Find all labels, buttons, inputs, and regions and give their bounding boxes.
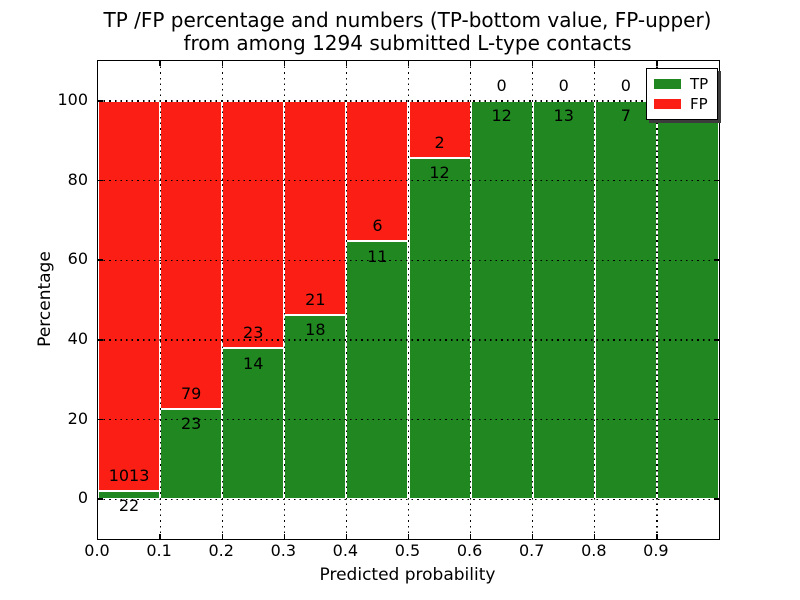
bar-segment-tp (284, 315, 347, 500)
bar-label-tp: 12 (429, 162, 450, 182)
tick-mark (221, 534, 223, 539)
legend-item-tp: TP (654, 74, 708, 94)
tick-mark (98, 498, 103, 500)
x-tick-label: 0.0 (84, 541, 110, 560)
tick-mark (469, 61, 472, 66)
y-tick-label: 0 (77, 488, 88, 508)
x-tick-label: 0.3 (270, 541, 297, 560)
tick-mark (594, 534, 596, 539)
tick-mark (714, 259, 719, 261)
tick-mark (407, 534, 410, 539)
x-axis-label: Predicted probability (319, 565, 496, 585)
tick-mark (98, 418, 103, 421)
gridline-v (532, 61, 534, 539)
bar-label-fp: 23 (243, 323, 264, 343)
legend-label-tp: TP (690, 74, 709, 93)
bar-label-fp: 79 (180, 384, 202, 404)
tick-mark (656, 534, 658, 539)
gridline-v (283, 61, 285, 539)
gridline-v (345, 61, 348, 539)
gridline-v (594, 61, 596, 539)
bar-label-tp: 22 (118, 495, 140, 515)
bar-label-fp: 0 (620, 75, 631, 95)
y-tick-label: 20 (67, 408, 88, 428)
gridline-v (159, 61, 161, 539)
legend-swatch-tp-icon (654, 79, 681, 89)
bar-segment-tp (594, 100, 657, 500)
tick-mark (407, 61, 410, 66)
tick-mark (532, 534, 534, 539)
tick-mark (283, 534, 285, 539)
bar-segment-tp (408, 157, 471, 500)
bar-label-fp: 1013 (108, 465, 150, 485)
chart-title-line1: TP /FP percentage and numbers (TP-bottom… (103, 8, 712, 32)
bar-segment-tp (532, 100, 595, 500)
plot-area: TP FP 2210132379142318211161221201307018… (97, 60, 720, 540)
bar-label-fp: 0 (496, 75, 507, 95)
x-tick-label: 0.2 (208, 541, 234, 560)
bar-label-tp: 11 (367, 246, 388, 266)
tick-mark (345, 534, 348, 539)
bar-segment-tp (346, 241, 409, 500)
gridline-v (407, 61, 410, 539)
x-tick-label: 0.4 (332, 541, 359, 560)
tick-mark (345, 61, 348, 66)
tick-mark (532, 61, 534, 66)
tick-mark (714, 179, 719, 182)
bar-segment-fp (98, 100, 161, 491)
x-tick-label: 0.6 (456, 541, 483, 560)
x-tick-label: 0.1 (146, 541, 172, 560)
tick-mark (714, 339, 719, 341)
bar-label-tp: 14 (243, 353, 264, 373)
bar-label-fp: 2 (434, 132, 445, 152)
x-tick-label: 0.7 (518, 541, 545, 560)
tick-mark (159, 61, 161, 66)
x-tick-label: 0.8 (581, 541, 607, 560)
bar-label-tp: 23 (180, 414, 202, 434)
bar-segment-tp (470, 100, 533, 500)
gridline-v (470, 61, 472, 539)
bar-segment-fp (160, 100, 223, 410)
tick-mark (469, 534, 472, 539)
chart-title-line2: from among 1294 submitted L-type contact… (183, 31, 632, 55)
bar-label-tp: 7 (620, 105, 631, 125)
bar-segment-tp (656, 100, 719, 500)
gridline-v (656, 61, 658, 539)
bar-label-tp: 13 (553, 105, 574, 125)
tick-mark (98, 259, 103, 261)
tick-mark (714, 498, 719, 500)
tick-mark (98, 100, 103, 102)
y-axis-label: Percentage (35, 251, 55, 347)
bar-label-tp: 12 (491, 105, 512, 125)
bar-label-tp: 18 (305, 320, 326, 340)
bar-label-fp: 0 (558, 75, 569, 95)
tick-mark (714, 418, 719, 421)
legend-swatch-fp-icon (654, 99, 681, 109)
legend-item-fp: FP (654, 94, 708, 114)
y-tick-label: 80 (67, 169, 88, 189)
x-tick-label: 0.5 (394, 541, 421, 560)
y-tick-label: 40 (67, 328, 88, 348)
bar-segment-fp (222, 100, 285, 349)
legend-label-fp: FP (690, 94, 708, 113)
gridline-v (221, 61, 223, 539)
y-tick-label: 100 (57, 89, 88, 109)
tick-mark (283, 61, 285, 66)
bar-label-fp: 21 (305, 290, 326, 310)
tick-mark (656, 61, 658, 66)
x-tick-label: 0.9 (643, 541, 669, 560)
y-tick-label: 60 (67, 249, 88, 269)
legend: TP FP (646, 68, 719, 120)
tick-mark (98, 179, 103, 182)
tick-mark (159, 534, 161, 539)
bar-segment-fp (284, 100, 347, 316)
chart-title: TP /FP percentage and numbers (TP-bottom… (97, 9, 718, 55)
tick-mark (221, 61, 223, 66)
tick-mark (98, 339, 103, 341)
tick-mark (594, 61, 596, 66)
bar-label-fp: 6 (372, 216, 383, 236)
